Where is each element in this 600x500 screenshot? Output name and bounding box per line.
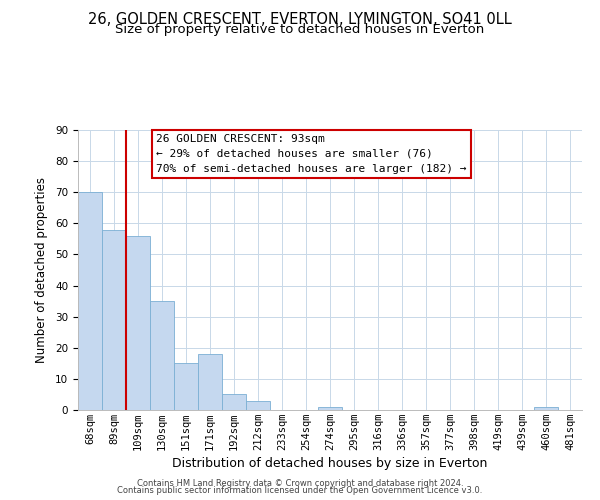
Text: 26 GOLDEN CRESCENT: 93sqm
← 29% of detached houses are smaller (76)
70% of semi-: 26 GOLDEN CRESCENT: 93sqm ← 29% of detac… (156, 134, 467, 174)
Text: Size of property relative to detached houses in Everton: Size of property relative to detached ho… (115, 22, 485, 36)
Text: Contains public sector information licensed under the Open Government Licence v3: Contains public sector information licen… (118, 486, 482, 495)
X-axis label: Distribution of detached houses by size in Everton: Distribution of detached houses by size … (172, 457, 488, 470)
Bar (246, 400, 270, 410)
Text: Contains HM Land Registry data © Crown copyright and database right 2024.: Contains HM Land Registry data © Crown c… (137, 478, 463, 488)
Bar (318, 407, 342, 410)
Bar (102, 230, 126, 410)
Bar (78, 192, 102, 410)
Bar (198, 354, 222, 410)
Bar (174, 364, 198, 410)
Bar (534, 407, 558, 410)
Bar (126, 236, 150, 410)
Text: 26, GOLDEN CRESCENT, EVERTON, LYMINGTON, SO41 0LL: 26, GOLDEN CRESCENT, EVERTON, LYMINGTON,… (88, 12, 512, 28)
Bar (222, 394, 246, 410)
Y-axis label: Number of detached properties: Number of detached properties (35, 177, 48, 363)
Bar (150, 301, 174, 410)
